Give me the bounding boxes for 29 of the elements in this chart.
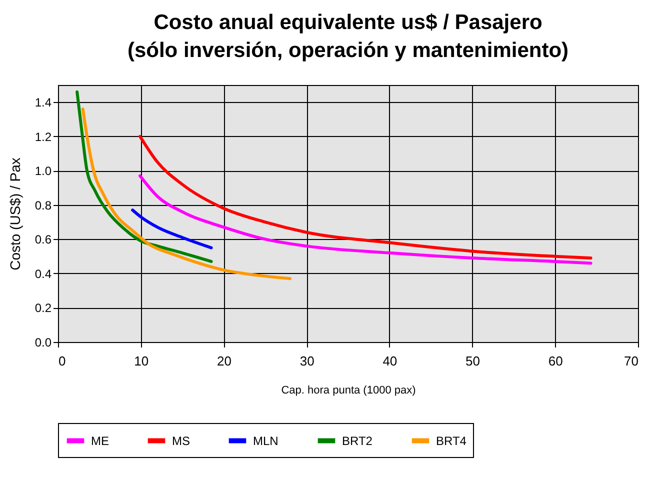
legend-label: ME xyxy=(91,434,109,448)
x-tick-label: 40 xyxy=(382,354,398,368)
chart-title: Costo anual equivalente us$ / Pasajero (sólo inversión, operación y mantenimiento) xyxy=(127,11,569,62)
y-tick-label: 0.2 xyxy=(34,301,52,316)
x-tick-label: 70 xyxy=(624,354,638,368)
y-tick-label: 0.8 xyxy=(34,198,52,212)
line-series xyxy=(81,107,292,280)
legend-label: BRT4 xyxy=(436,434,467,448)
line-series xyxy=(131,208,213,250)
line-series xyxy=(138,134,592,260)
y-tick-label: 1.4 xyxy=(34,96,52,110)
y-tick-label: 1.2 xyxy=(34,130,52,144)
x-tick-label: 10 xyxy=(134,354,149,368)
x-tick-label: 30 xyxy=(300,354,314,368)
x-tick-label: 0 xyxy=(58,354,66,368)
y-axis-title: Costo (US$) / Pax xyxy=(6,158,23,270)
legend-label: MLN xyxy=(253,434,278,448)
x-axis-title: Cap. hora punta (1000 pax) xyxy=(281,384,416,396)
x-tick-label: 20 xyxy=(216,354,232,368)
legend-label: BRT2 xyxy=(342,434,373,448)
y-tick-label: 0.6 xyxy=(34,232,52,247)
y-tick-label: 1.0 xyxy=(34,164,52,178)
legend-label: MS xyxy=(172,434,190,448)
y-tick-label: 0.0 xyxy=(34,336,52,350)
y-tick-label: 0.4 xyxy=(34,266,52,281)
x-tick-label: 50 xyxy=(466,354,480,368)
line-series xyxy=(138,174,592,265)
x-tick-label: 60 xyxy=(548,354,563,368)
line-series xyxy=(76,90,213,263)
